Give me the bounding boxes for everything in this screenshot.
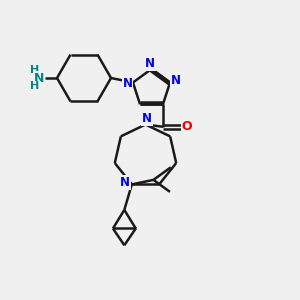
Text: N: N [142,112,152,125]
Text: N: N [123,77,133,91]
Text: H: H [31,64,40,75]
Text: N: N [145,57,155,70]
Text: H: H [31,81,40,92]
Text: O: O [182,120,192,133]
Text: N: N [170,74,180,87]
Text: N: N [34,71,44,85]
Text: N: N [120,176,130,189]
